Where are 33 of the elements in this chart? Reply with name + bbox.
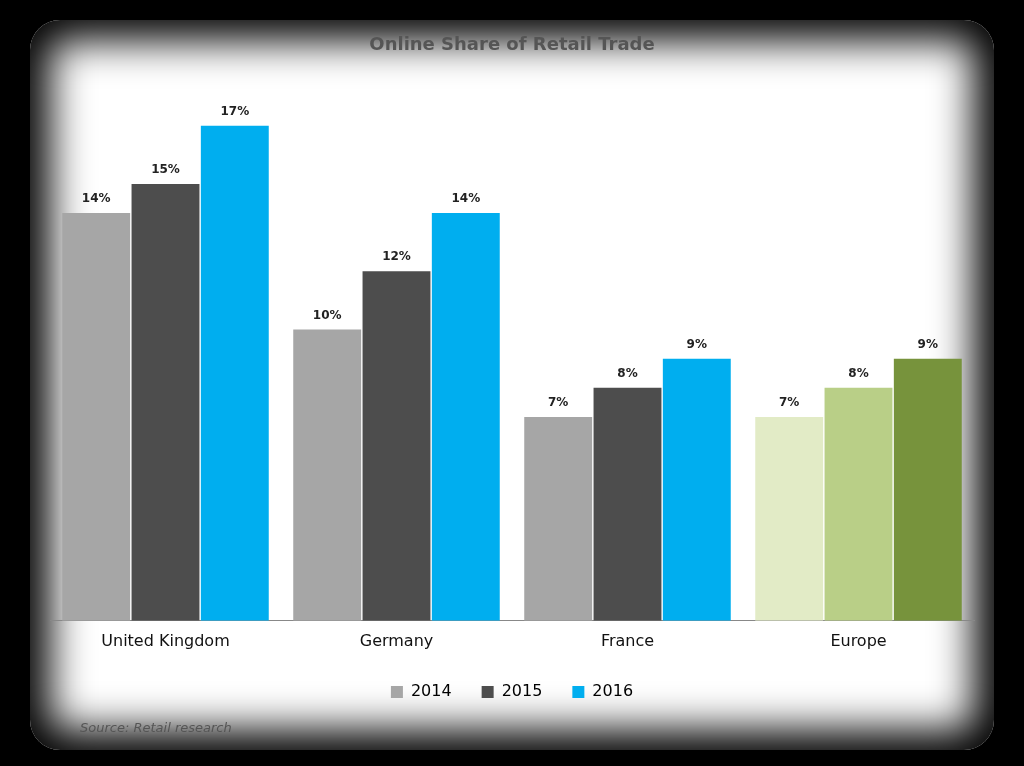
data-label: 7% — [779, 395, 800, 410]
bar — [200, 125, 269, 621]
x-tick-label: France — [600, 630, 655, 650]
bar — [524, 416, 593, 621]
data-label: 14% — [81, 191, 111, 206]
x-tick-label: Europe — [830, 630, 887, 650]
data-label: 7% — [548, 395, 569, 410]
x-tick-label: Germany — [359, 630, 434, 650]
bar — [62, 213, 131, 621]
source-note: Source: Retail research — [80, 720, 232, 735]
bar — [431, 213, 500, 621]
bar — [824, 387, 893, 621]
chart-title: Online Share of Retail Trade — [369, 33, 655, 55]
bar — [131, 183, 200, 621]
data-label: 14% — [451, 191, 481, 206]
bar — [662, 358, 731, 621]
bar — [293, 329, 362, 621]
legend-label: 2016 — [592, 681, 634, 701]
bar — [755, 416, 824, 621]
x-tick-label: United Kingdom — [101, 630, 230, 650]
data-label: 10% — [312, 307, 342, 322]
data-label: 8% — [848, 365, 869, 380]
data-label: 17% — [220, 103, 250, 118]
data-label: 12% — [382, 249, 411, 264]
legend-label: 2015 — [501, 681, 543, 701]
data-label: 9% — [917, 336, 938, 351]
bar — [593, 387, 662, 621]
data-label: 8% — [617, 365, 638, 380]
legend-label: 2014 — [410, 681, 452, 701]
bar — [893, 358, 962, 621]
data-label: 9% — [686, 336, 707, 351]
data-label: 15% — [151, 162, 180, 177]
bar — [362, 271, 431, 621]
